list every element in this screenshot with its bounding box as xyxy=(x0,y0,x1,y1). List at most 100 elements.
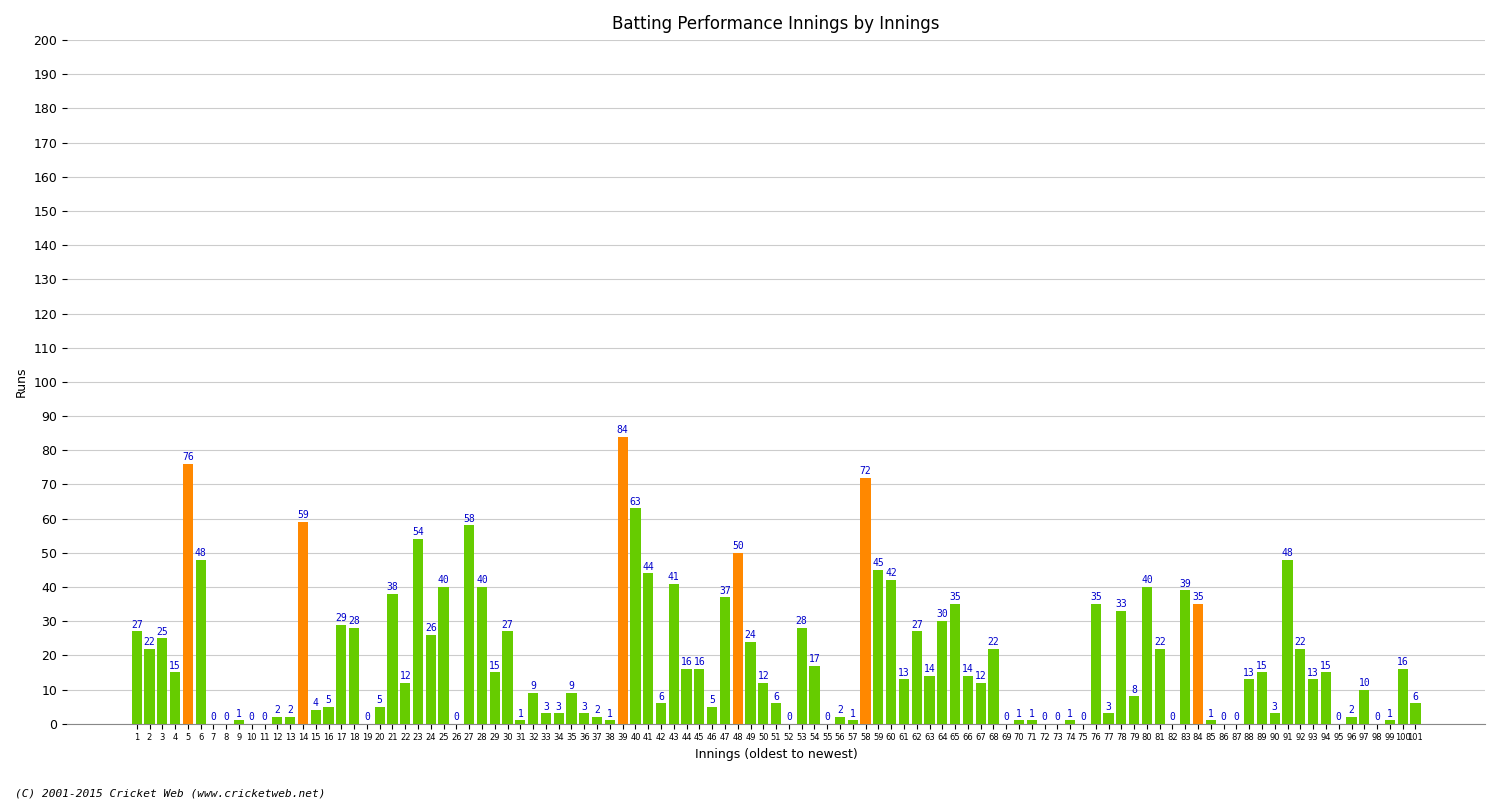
Text: 0: 0 xyxy=(453,712,459,722)
Bar xyxy=(1322,673,1330,724)
Bar xyxy=(503,631,513,724)
Bar xyxy=(1206,720,1216,724)
Bar xyxy=(1026,720,1036,724)
Text: 84: 84 xyxy=(616,425,628,435)
Bar xyxy=(847,720,858,724)
Bar xyxy=(1257,673,1268,724)
Text: 16: 16 xyxy=(1396,658,1408,667)
Text: 22: 22 xyxy=(1294,637,1306,647)
Text: 6: 6 xyxy=(772,691,778,702)
Text: 29: 29 xyxy=(336,613,346,623)
Bar xyxy=(618,437,627,724)
Text: 15: 15 xyxy=(1320,661,1332,670)
Bar xyxy=(195,560,206,724)
Text: 1: 1 xyxy=(608,709,613,718)
Bar xyxy=(898,679,909,724)
Text: 27: 27 xyxy=(501,620,513,630)
Bar xyxy=(1180,590,1191,724)
Bar xyxy=(720,598,730,724)
Text: 0: 0 xyxy=(1004,712,1010,722)
Bar xyxy=(132,631,142,724)
Text: 0: 0 xyxy=(1233,712,1239,722)
Text: 1: 1 xyxy=(1016,709,1022,718)
Text: 9: 9 xyxy=(530,682,536,691)
Text: 26: 26 xyxy=(424,623,436,633)
Text: 0: 0 xyxy=(825,712,830,722)
Text: 13: 13 xyxy=(1244,667,1256,678)
Bar xyxy=(144,649,154,724)
Text: 2: 2 xyxy=(594,705,600,715)
Y-axis label: Runs: Runs xyxy=(15,366,28,397)
Text: 22: 22 xyxy=(144,637,156,647)
Text: 3: 3 xyxy=(1106,702,1112,712)
Bar xyxy=(1065,720,1076,724)
Text: 50: 50 xyxy=(732,541,744,551)
Bar xyxy=(285,717,296,724)
Bar xyxy=(656,703,666,724)
Text: 42: 42 xyxy=(885,569,897,578)
Bar xyxy=(1244,679,1254,724)
Text: 0: 0 xyxy=(1080,712,1086,722)
Text: 28: 28 xyxy=(348,616,360,626)
Text: 38: 38 xyxy=(387,582,399,592)
Text: 40: 40 xyxy=(476,575,488,586)
Text: 0: 0 xyxy=(786,712,792,722)
Bar xyxy=(477,587,488,724)
Text: 0: 0 xyxy=(224,712,230,722)
Text: 25: 25 xyxy=(156,626,168,637)
Text: 30: 30 xyxy=(936,610,948,619)
Bar xyxy=(706,706,717,724)
Text: 48: 48 xyxy=(195,548,207,558)
Bar xyxy=(604,720,615,724)
Bar xyxy=(426,635,436,724)
Text: 3: 3 xyxy=(582,702,586,712)
Text: 5: 5 xyxy=(376,695,382,705)
Text: 45: 45 xyxy=(873,558,883,568)
Bar xyxy=(592,717,602,724)
Text: 54: 54 xyxy=(413,527,424,538)
Text: 37: 37 xyxy=(718,586,730,595)
Bar xyxy=(1347,717,1356,724)
Bar xyxy=(273,717,282,724)
Text: 0: 0 xyxy=(261,712,267,722)
Text: 41: 41 xyxy=(668,572,680,582)
Text: 72: 72 xyxy=(859,466,871,476)
Text: 39: 39 xyxy=(1179,578,1191,589)
Bar xyxy=(746,642,756,724)
Bar xyxy=(1308,679,1318,724)
Text: 6: 6 xyxy=(1413,691,1419,702)
Title: Batting Performance Innings by Innings: Batting Performance Innings by Innings xyxy=(612,15,940,33)
Text: 2: 2 xyxy=(837,705,843,715)
Text: 40: 40 xyxy=(1142,575,1154,586)
Bar xyxy=(796,628,807,724)
Text: 4: 4 xyxy=(314,698,318,708)
Bar xyxy=(873,570,883,724)
Bar xyxy=(158,638,168,724)
Text: 40: 40 xyxy=(438,575,450,586)
Text: 48: 48 xyxy=(1281,548,1293,558)
Text: 17: 17 xyxy=(808,654,820,664)
Text: 76: 76 xyxy=(182,452,194,462)
Text: 0: 0 xyxy=(1374,712,1380,722)
Text: 28: 28 xyxy=(796,616,807,626)
Bar xyxy=(1384,720,1395,724)
Bar xyxy=(1014,720,1025,724)
Text: 0: 0 xyxy=(1170,712,1176,722)
Bar xyxy=(1359,690,1370,724)
Bar xyxy=(1130,696,1138,724)
Bar xyxy=(413,539,423,724)
Bar xyxy=(1142,587,1152,724)
Text: 9: 9 xyxy=(568,682,574,691)
Bar xyxy=(681,669,692,724)
X-axis label: Innings (oldest to newest): Innings (oldest to newest) xyxy=(694,748,858,761)
Text: 1: 1 xyxy=(1208,709,1214,718)
Bar xyxy=(298,522,307,724)
Text: 35: 35 xyxy=(1090,592,1101,602)
Text: 24: 24 xyxy=(744,630,756,640)
Text: 12: 12 xyxy=(758,671,770,681)
Bar xyxy=(836,717,844,724)
Bar xyxy=(400,682,411,724)
Bar xyxy=(567,693,576,724)
Text: 0: 0 xyxy=(1221,712,1227,722)
Text: 14: 14 xyxy=(924,664,936,674)
